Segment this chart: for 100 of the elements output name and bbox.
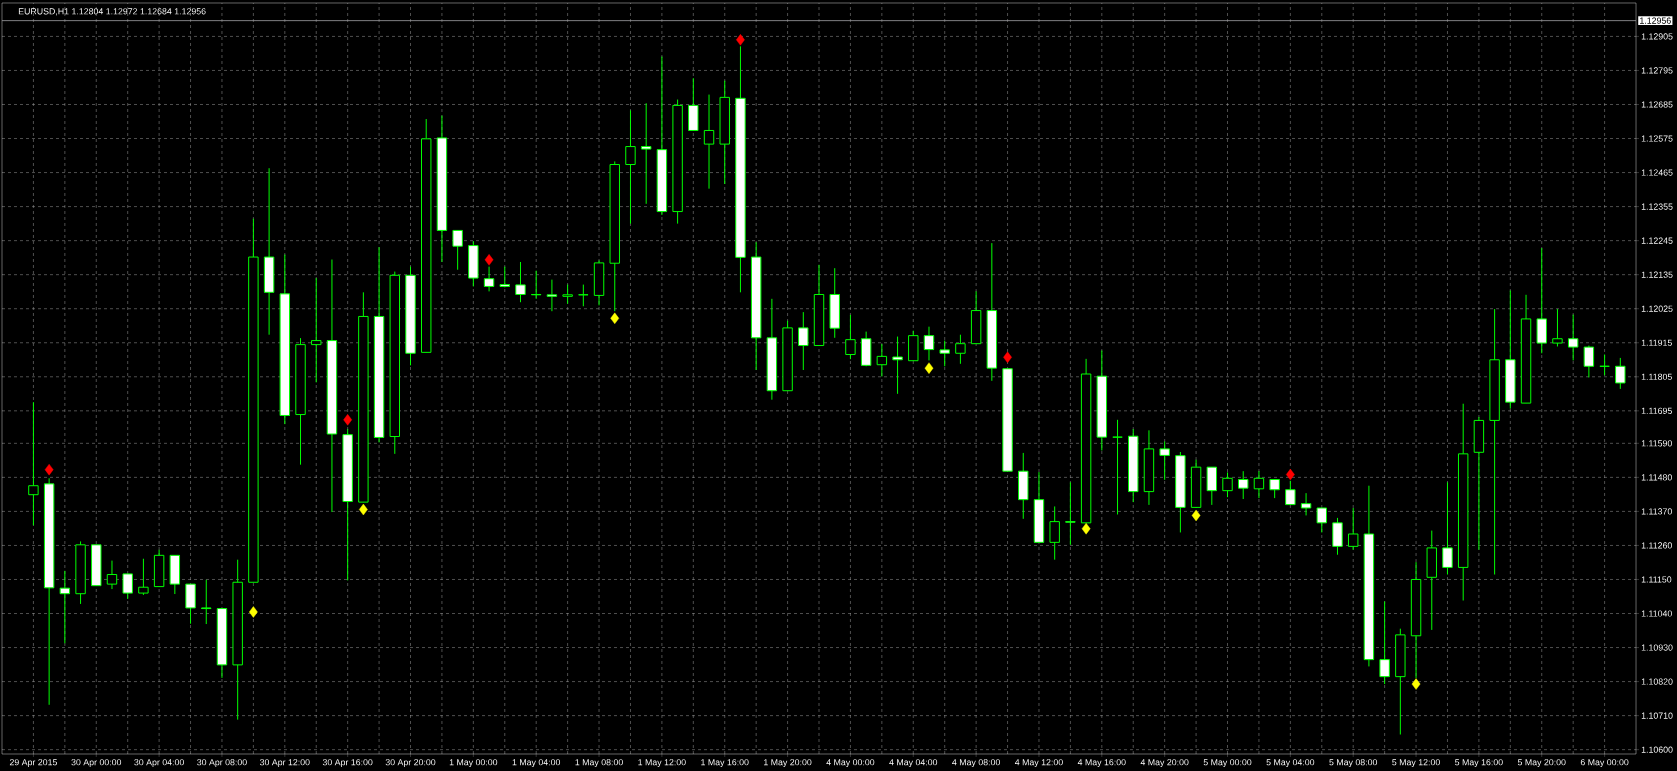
candlestick <box>1065 481 1076 546</box>
y-tick-label: 1.10820 <box>1641 678 1673 685</box>
x-tick-label: 5 May 00:00 <box>1203 759 1252 768</box>
y-tick-label: 1.10600 <box>1641 746 1673 753</box>
candlestick <box>1347 507 1359 551</box>
candlestick <box>703 94 715 190</box>
point <box>484 254 494 266</box>
candlestick <box>1552 308 1563 347</box>
x-tick-label: 1 May 20:00 <box>764 759 812 768</box>
x-tick-label: 30 Apr 00:00 <box>71 759 122 768</box>
candlestick <box>1238 470 1249 500</box>
y-tick-label: 1.11805 <box>1641 373 1672 380</box>
candlestick <box>185 583 196 625</box>
point <box>1411 678 1421 690</box>
y-tick-label: 1.11480 <box>1641 474 1672 481</box>
candlestick <box>1332 517 1343 556</box>
candlestick <box>939 340 950 367</box>
x-tick-label: 5 May 20:00 <box>1517 759 1566 768</box>
point <box>1003 351 1012 363</box>
x-tick-label: 1 May 12:00 <box>638 759 686 768</box>
candlestick <box>59 570 71 644</box>
x-tick-label: 6 May 00:00 <box>1580 759 1629 768</box>
ref-line-label: 1.12956 <box>1640 17 1671 24</box>
point <box>343 414 352 426</box>
x-tick-label: 4 May 00:00 <box>826 759 875 768</box>
y-tick-label: 1.12135 <box>1641 271 1673 278</box>
x-tick-label: 1 May 08:00 <box>575 759 623 768</box>
candlestick <box>798 311 809 371</box>
candlestick <box>578 284 589 307</box>
candlestick <box>1379 600 1390 685</box>
x-tick-label: 5 May 16:00 <box>1455 759 1503 768</box>
y-tick-label: 1.12465 <box>1641 169 1673 176</box>
x-tick-label: 30 Apr 12:00 <box>259 759 310 768</box>
y-tick-label: 1.12905 <box>1641 33 1673 40</box>
candlestick <box>1300 492 1312 516</box>
candlestick <box>923 326 935 361</box>
x-tick-label: 1 May 00:00 <box>449 759 498 768</box>
y-tick-label: 1.12575 <box>1641 135 1673 142</box>
candlestick <box>1049 505 1060 561</box>
point <box>249 606 258 618</box>
candlestick <box>955 334 966 365</box>
y-tick-label: 1.12355 <box>1641 203 1673 210</box>
y-tick-label: 1.10930 <box>1641 644 1673 651</box>
y-tick-label: 1.11370 <box>1641 508 1672 515</box>
point <box>610 312 620 325</box>
x-tick-label: 29 Apr 2015 <box>9 759 58 768</box>
candlestick <box>201 579 212 625</box>
point <box>736 34 745 46</box>
candlestick <box>1222 471 1233 498</box>
candlestick <box>1269 479 1280 499</box>
candlestick <box>1285 480 1296 506</box>
candlestick <box>122 573 133 600</box>
x-tick-label: 1 May 16:00 <box>701 759 749 768</box>
y-tick-label: 1.12685 <box>1641 101 1673 108</box>
x-tick-label: 4 May 20:00 <box>1140 759 1189 768</box>
point <box>924 362 934 374</box>
x-tick-label: 5 May 12:00 <box>1392 759 1440 768</box>
y-tick-label: 1.11150 <box>1641 576 1672 583</box>
candlestick <box>1316 507 1327 533</box>
candlestick <box>1442 481 1453 576</box>
candlestick <box>28 401 39 526</box>
y-tick-label: 1.12795 <box>1641 67 1673 74</box>
y-tick-label: 1.11040 <box>1641 610 1672 617</box>
point <box>44 463 54 476</box>
candlestick <box>562 284 573 305</box>
x-tick-label: 4 May 12:00 <box>1014 759 1063 768</box>
candlestick <box>452 229 463 271</box>
y-tick-label: 1.11915 <box>1641 339 1672 346</box>
candlestick <box>138 558 149 596</box>
y-tick-label: 1.11260 <box>1641 542 1672 549</box>
y-tick-label: 1.11590 <box>1641 440 1672 447</box>
candlestick <box>483 266 495 292</box>
x-tick-label: 1 May 04:00 <box>512 759 561 768</box>
x-tick-label: 30 Apr 08:00 <box>197 759 247 768</box>
candlestick <box>1206 466 1218 506</box>
x-tick-label: 30 Apr 20:00 <box>385 759 436 768</box>
candlestick <box>1599 354 1610 376</box>
candlestick <box>1615 357 1626 390</box>
x-tick-label: 30 Apr 16:00 <box>322 759 373 768</box>
candlestick <box>845 314 856 360</box>
y-tick-label: 1.12025 <box>1641 305 1673 312</box>
y-tick-label: 1.11695 <box>1641 407 1672 414</box>
candlestick <box>892 336 903 395</box>
candlestick <box>1112 419 1123 515</box>
x-tick-label: 4 May 08:00 <box>952 759 1000 768</box>
x-tick-label: 4 May 04:00 <box>889 759 938 768</box>
x-tick-label: 5 May 08:00 <box>1329 759 1378 768</box>
candlestick <box>546 279 558 312</box>
candlestick <box>876 343 888 377</box>
text: EURUSD,H1 1.12804 1.12972 1.12684 1.12956 <box>18 8 206 16</box>
point <box>1191 509 1201 522</box>
candlestick <box>1159 440 1170 481</box>
candlestick <box>515 261 526 303</box>
candlestick <box>1253 470 1265 499</box>
candlestick <box>311 277 322 383</box>
x-tick-label: 4 May 16:00 <box>1077 759 1126 768</box>
candlestick <box>1567 314 1579 361</box>
candlestick <box>1583 345 1595 378</box>
y-tick-label: 1.12245 <box>1641 237 1673 244</box>
candlestick <box>625 109 636 225</box>
